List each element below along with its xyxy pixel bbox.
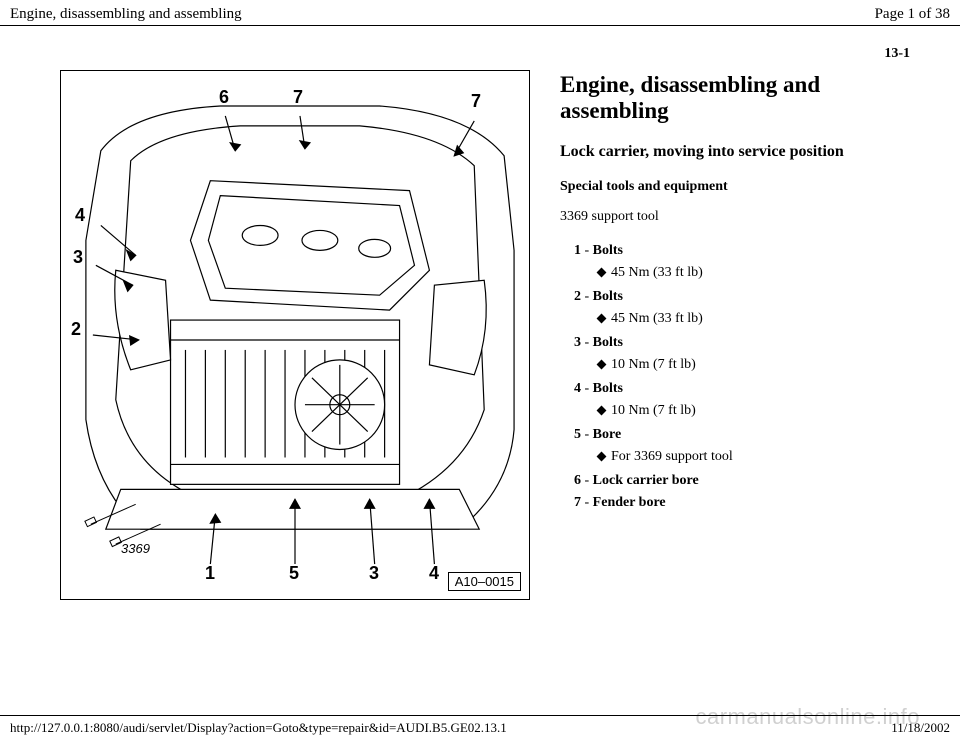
callout-5b: 5: [289, 563, 299, 584]
item-2-sub: 45 Nm (33 ft lb): [598, 311, 920, 327]
callout-7b: 7: [471, 91, 481, 112]
item-num: 5: [574, 427, 581, 442]
tool-tag: 3369: [121, 541, 150, 556]
item-4-sub: 10 Nm (7 ft lb): [598, 403, 920, 419]
callout-6: 6: [219, 87, 229, 108]
callout-1b: 1: [205, 563, 215, 584]
figure-label: A10–0015: [448, 572, 521, 591]
content-area: 6 7 7 4 3 2 1 5 3 4 3369 A10–0015 Engine…: [0, 70, 960, 600]
item-7: 7 - Fender bore: [574, 495, 920, 511]
tool-line: 3369 support tool: [560, 209, 920, 225]
item-num: 6: [574, 473, 581, 488]
text-column: Engine, disassembling and assembling Loc…: [560, 70, 920, 600]
callout-7a: 7: [293, 87, 303, 108]
item-sub-text: 45 Nm (33 ft lb): [611, 265, 703, 281]
item-label: Bolts: [593, 289, 623, 304]
item-list: 1 - Bolts 45 Nm (33 ft lb) 2 - Bolts 45 …: [560, 243, 920, 511]
figure-column: 6 7 7 4 3 2 1 5 3 4 3369 A10–0015: [60, 70, 530, 600]
callout-4b: 4: [429, 563, 439, 584]
item-label: Bolts: [593, 243, 623, 258]
item-2: 2 - Bolts: [574, 289, 920, 305]
callout-3b: 3: [369, 563, 379, 584]
footer-bar: http://127.0.0.1:8080/audi/servlet/Displ…: [0, 715, 960, 742]
sub-title: Lock carrier, moving into service positi…: [560, 143, 920, 161]
item-5: 5 - Bore: [574, 427, 920, 443]
bullet-icon: [597, 406, 607, 416]
bullet-icon: [597, 452, 607, 462]
item-6: 6 - Lock carrier bore: [574, 473, 920, 489]
callout-3: 3: [73, 247, 83, 268]
item-label: Bolts: [593, 335, 623, 350]
callout-4: 4: [75, 205, 85, 226]
item-3: 3 - Bolts: [574, 335, 920, 351]
item-5-sub: For 3369 support tool: [598, 449, 920, 465]
item-1: 1 - Bolts: [574, 243, 920, 259]
item-num: 4: [574, 381, 581, 396]
bullet-icon: [597, 314, 607, 324]
item-sub-text: 10 Nm (7 ft lb): [611, 357, 696, 373]
bullet-icon: [597, 268, 607, 278]
footer-date: 11/18/2002: [891, 720, 950, 736]
item-label: Fender bore: [593, 495, 666, 510]
item-3-sub: 10 Nm (7 ft lb): [598, 357, 920, 373]
item-label: Lock carrier bore: [593, 473, 699, 488]
item-num: 3: [574, 335, 581, 350]
header-page: Page 1 of 38: [875, 6, 950, 23]
item-sub-text: 10 Nm (7 ft lb): [611, 403, 696, 419]
footer-url: http://127.0.0.1:8080/audi/servlet/Displ…: [10, 720, 507, 736]
item-sub-text: For 3369 support tool: [611, 449, 733, 465]
item-sub-text: 45 Nm (33 ft lb): [611, 311, 703, 327]
item-1-sub: 45 Nm (33 ft lb): [598, 265, 920, 281]
item-4: 4 - Bolts: [574, 381, 920, 397]
header-title: Engine, disassembling and assembling: [10, 6, 242, 23]
section-label: Special tools and equipment: [560, 179, 920, 195]
engine-diagram: 6 7 7 4 3 2 1 5 3 4 3369 A10–0015: [60, 70, 530, 600]
header-bar: Engine, disassembling and assembling Pag…: [0, 0, 960, 26]
diagram-svg: [61, 71, 529, 599]
bullet-icon: [597, 360, 607, 370]
item-num: 2: [574, 289, 581, 304]
main-title: Engine, disassembling and assembling: [560, 72, 920, 125]
page-reference: 13-1: [0, 26, 960, 70]
item-num: 1: [574, 243, 581, 258]
item-label: Bolts: [593, 381, 623, 396]
item-num: 7: [574, 495, 581, 510]
item-label: Bore: [593, 427, 622, 442]
callout-2: 2: [71, 319, 81, 340]
